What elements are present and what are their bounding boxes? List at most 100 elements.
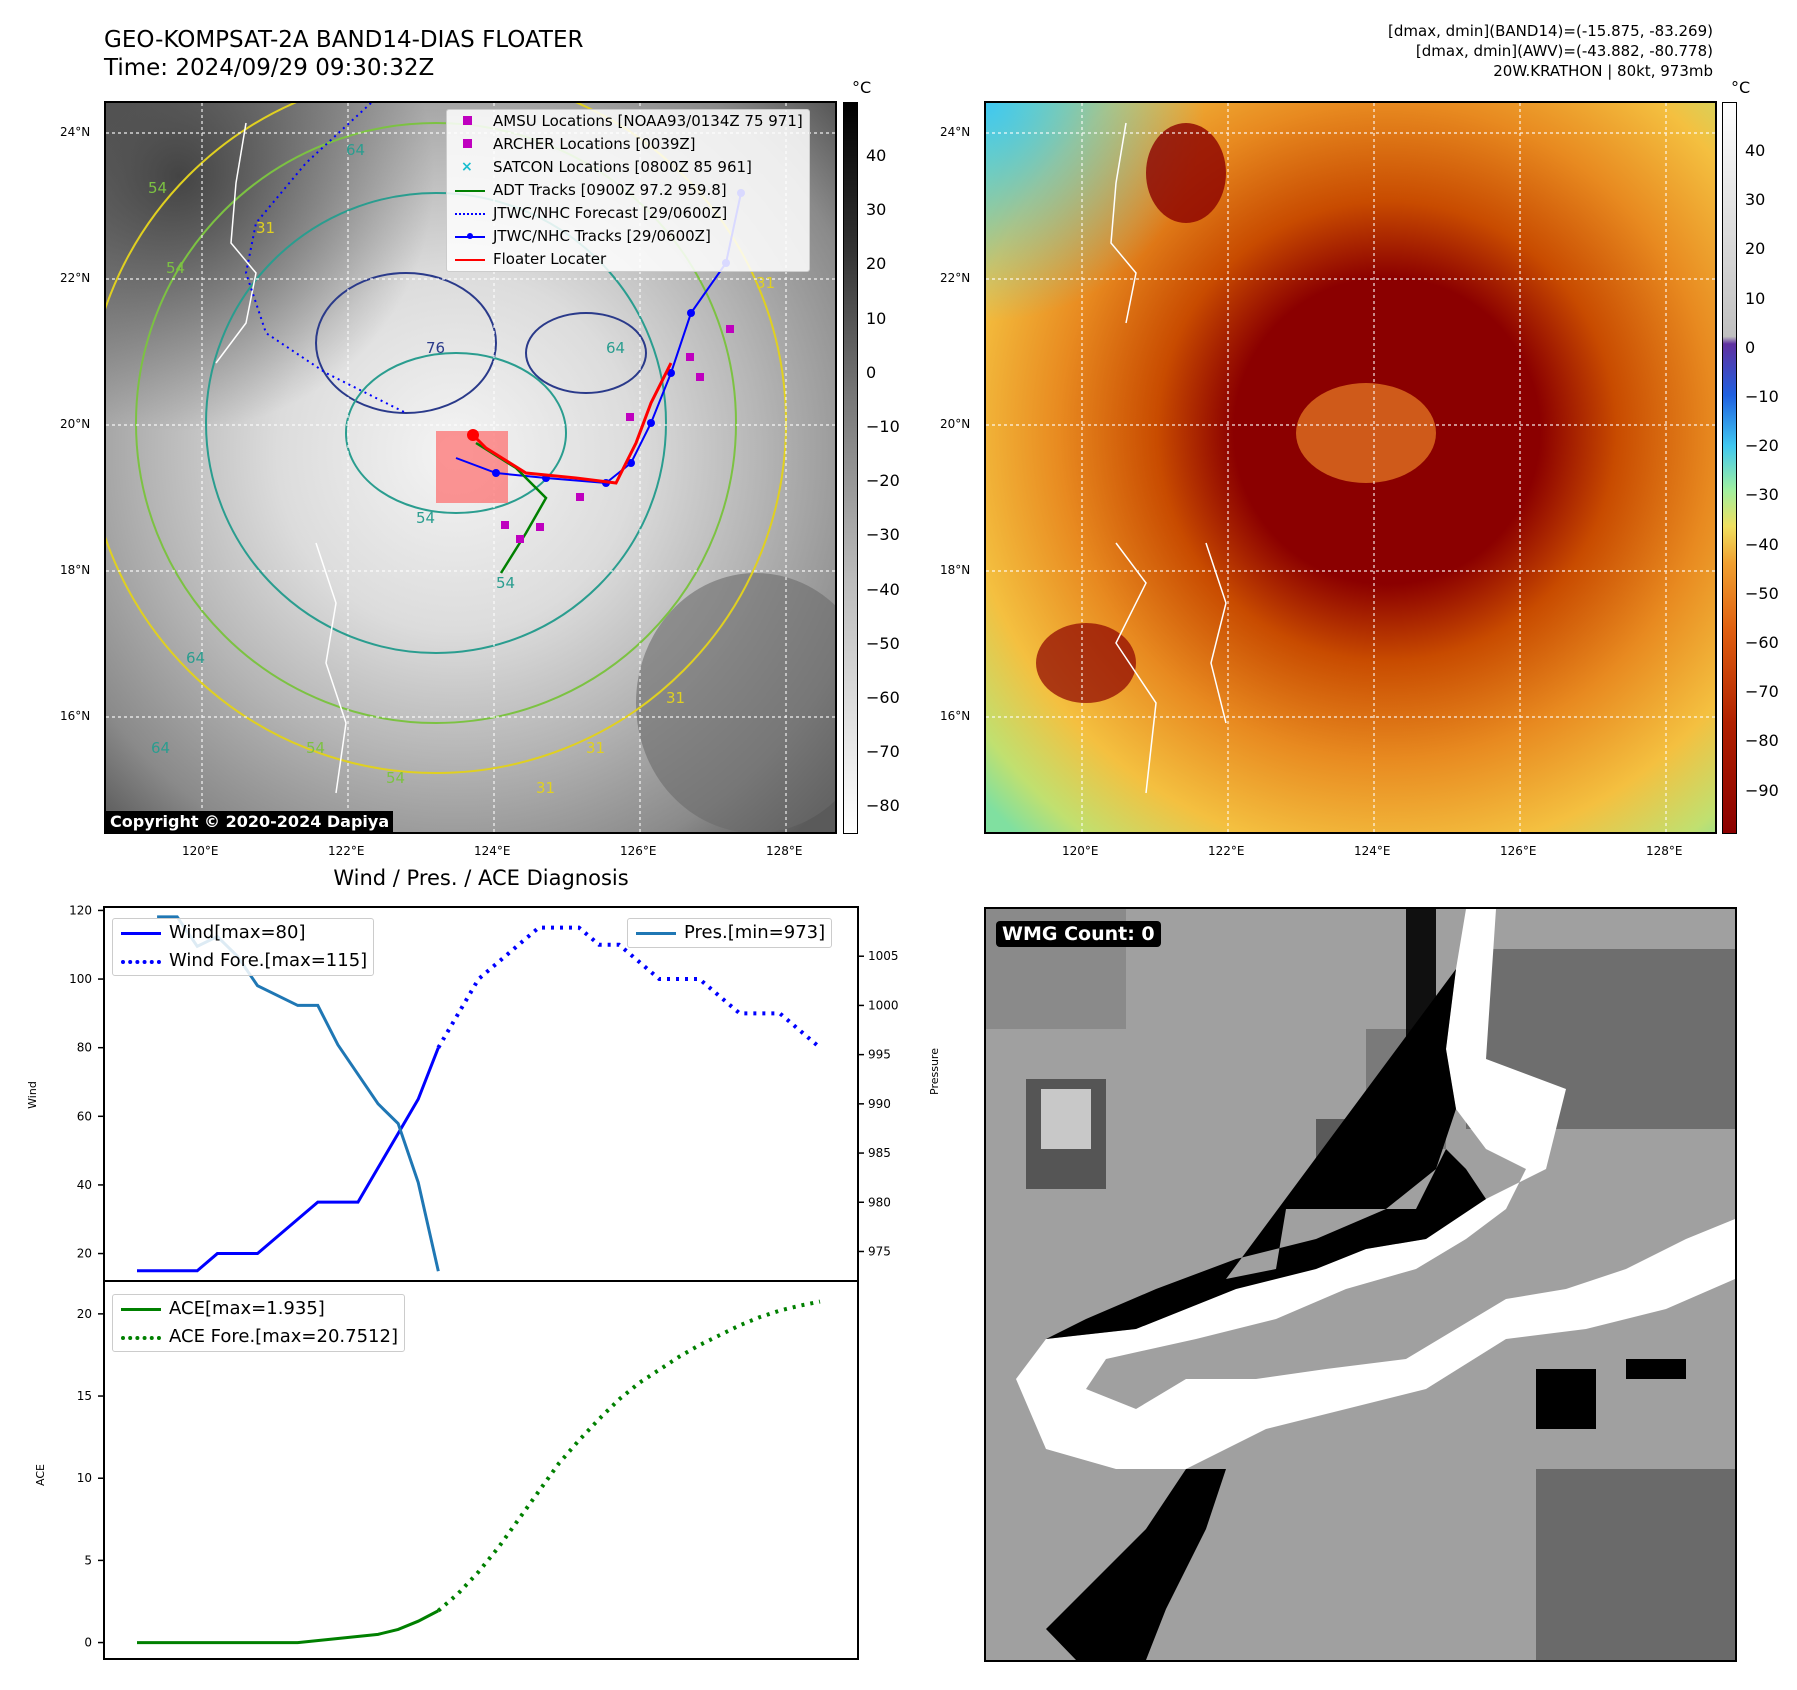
colorbar-tick-label: −50 xyxy=(1745,583,1779,603)
lat-label: 16°N xyxy=(940,709,971,723)
color-ir-map-panel xyxy=(984,101,1717,834)
wind-forecast-series-line xyxy=(436,925,822,1050)
ir-map-panel: 64 54 54 31 76 64 64 54 64 54 54 31 31 3… xyxy=(104,101,837,834)
colorbar-tick-label: 0 xyxy=(1745,337,1756,357)
contour-label: 54 xyxy=(166,259,185,277)
contour-label: 31 xyxy=(256,219,275,237)
lat-label: 18°N xyxy=(940,563,971,577)
contour-label: 31 xyxy=(756,274,775,292)
legend-item-adt: ADT Tracks [0900Z 97.2 959.8] xyxy=(447,179,809,202)
info-line2: [dmax, dmin](AWV)=(-43.882, -80.778) xyxy=(1415,42,1713,60)
colorbar-left-unit: °C xyxy=(852,78,872,97)
ace-axis-tick-label: 20 xyxy=(77,1307,92,1321)
pressure-axis-tick-label: 990 xyxy=(868,1097,891,1111)
wind-axis-tick-label: 20 xyxy=(77,1247,92,1261)
ace-series-line xyxy=(137,1609,440,1645)
wind-axis-tick-label: 60 xyxy=(77,1109,92,1123)
colorbar-tick-label: −10 xyxy=(866,417,900,436)
contour-label: 31 xyxy=(536,779,555,797)
colorbar-tick-label: −60 xyxy=(1745,633,1779,652)
ace-forecast-series-line xyxy=(437,1299,821,1613)
diagnosis-title: Wind / Pres. / ACE Diagnosis xyxy=(333,866,629,890)
colorbar-tick-label: −50 xyxy=(866,633,900,653)
info-line1: [dmax, dmin](BAND14)=(-15.875, -83.269) xyxy=(1388,22,1713,40)
lat-label: 18°N xyxy=(60,563,91,577)
lat-label: 20°N xyxy=(60,417,91,431)
color-ir-map-image xyxy=(986,103,1715,832)
contour-label: 54 xyxy=(496,574,515,592)
info-line3: 20W.KRATHON | 80kt, 973mb xyxy=(1493,62,1713,80)
colorbar-tick-label: −40 xyxy=(866,579,900,599)
colorbar-left xyxy=(843,102,858,834)
pressure-axis-tick-label: 975 xyxy=(868,1244,891,1258)
colorbar-tick-label: −60 xyxy=(866,688,900,707)
colorbar-tick-label: 20 xyxy=(866,254,887,274)
pressure-axis-tick-label: 1005 xyxy=(868,949,899,963)
ace-legend: ACE[max=1.935] ACE Fore.[max=20.7512] xyxy=(112,1294,405,1352)
contour-label: 64 xyxy=(346,141,365,159)
pressure-axis-tick-label: 980 xyxy=(868,1195,891,1209)
pressure-axis-tick-label: 995 xyxy=(868,1048,891,1062)
lat-label: 24°N xyxy=(940,125,971,139)
legend-item-jtwc-forecast: JTWC/NHC Forecast [29/0600Z] xyxy=(447,202,809,225)
ace-axis-tick-label: 5 xyxy=(84,1553,92,1567)
ace-axis-tick-label: 10 xyxy=(77,1471,92,1485)
contour-label: 54 xyxy=(416,509,435,527)
colorbar-tick-label: 30 xyxy=(866,200,887,220)
wind-axis-label: Wind xyxy=(26,1081,39,1109)
legend-item-satcon: × SATCON Locations [0800Z 85 961] xyxy=(461,158,752,176)
ace-plot-frame xyxy=(103,1280,859,1660)
legend-item-floater: Floater Locater xyxy=(447,248,809,271)
wind-axis-tick-label: 100 xyxy=(69,972,92,986)
lon-label: 120°E xyxy=(182,844,219,858)
wmg-panel: WMG Count: 0 xyxy=(984,907,1737,1662)
wind-axis-tick-label: 80 xyxy=(77,1041,92,1055)
lon-label: 128°E xyxy=(766,844,803,858)
colorbar-tick-label: −80 xyxy=(866,796,900,816)
wind-legend: Wind[max=80] Wind Fore.[max=115] xyxy=(112,918,375,976)
colorbar-tick-label: −10 xyxy=(1745,387,1779,406)
colorbar-tick-label: −30 xyxy=(1745,485,1779,505)
contour-label: 76 xyxy=(426,339,445,357)
contour-label: 64 xyxy=(151,739,170,757)
colorbar-tick-label: 0 xyxy=(866,362,877,382)
colorbar-tick-label: −70 xyxy=(866,742,900,762)
lon-label: 120°E xyxy=(1062,844,1099,858)
legend-item-wind: Wind[max=80] xyxy=(113,919,373,947)
pressure-legend: Pres.[min=973] xyxy=(627,918,833,948)
colorbar-tick-label: 30 xyxy=(1745,190,1766,210)
legend-item-archer: ARCHER Locations [0039Z] xyxy=(447,133,809,156)
contour-label: 31 xyxy=(586,739,605,757)
colorbar-tick-label: 20 xyxy=(1745,239,1766,259)
figure-title-line1: GEO-KOMPSAT-2A BAND14-DIAS FLOATER xyxy=(104,27,584,53)
lon-label: 122°E xyxy=(1208,844,1245,858)
contour-label: 31 xyxy=(666,689,685,707)
lon-label: 126°E xyxy=(620,844,657,858)
legend-item-ace: ACE[max=1.935] xyxy=(113,1295,404,1323)
contour-label: 54 xyxy=(386,769,405,787)
map-legend: AMSU Locations [NOAA93/0134Z 75 971] ARC… xyxy=(446,109,810,272)
colorbar-tick-label: −20 xyxy=(866,471,900,491)
lon-label: 124°E xyxy=(1354,844,1391,858)
wmg-count-label: WMG Count: 0 xyxy=(996,921,1161,947)
figure-title-line2: Time: 2024/09/29 09:30:32Z xyxy=(104,55,435,81)
lon-label: 122°E xyxy=(328,844,365,858)
colorbar-right-unit: °C xyxy=(1731,78,1751,97)
pressure-axis-label-outer: Pressure xyxy=(928,1048,941,1095)
colorbar-tick-label: 40 xyxy=(866,146,887,165)
colorbar-tick-label: 10 xyxy=(866,308,887,328)
colorbar-tick-label: −30 xyxy=(866,525,900,545)
copyright-label: Copyright © 2020-2024 Dapiya xyxy=(106,811,394,832)
colorbar-right xyxy=(1722,102,1737,834)
contour-label: 54 xyxy=(306,739,325,757)
contour-label: 64 xyxy=(606,339,625,357)
colorbar-tick-label: −40 xyxy=(1745,534,1779,554)
ace-axis-tick-label: 15 xyxy=(77,1389,92,1403)
wmg-image xyxy=(986,909,1735,1660)
legend-item-ace-forecast: ACE Fore.[max=20.7512] xyxy=(113,1323,404,1351)
colorbar-tick-label: −90 xyxy=(1745,780,1779,800)
colorbar-tick-label: −20 xyxy=(1745,436,1779,456)
lat-label: 22°N xyxy=(940,271,971,285)
legend-item-pressure: Pres.[min=973] xyxy=(628,919,831,947)
pressure-axis-tick-label: 1000 xyxy=(868,998,899,1012)
